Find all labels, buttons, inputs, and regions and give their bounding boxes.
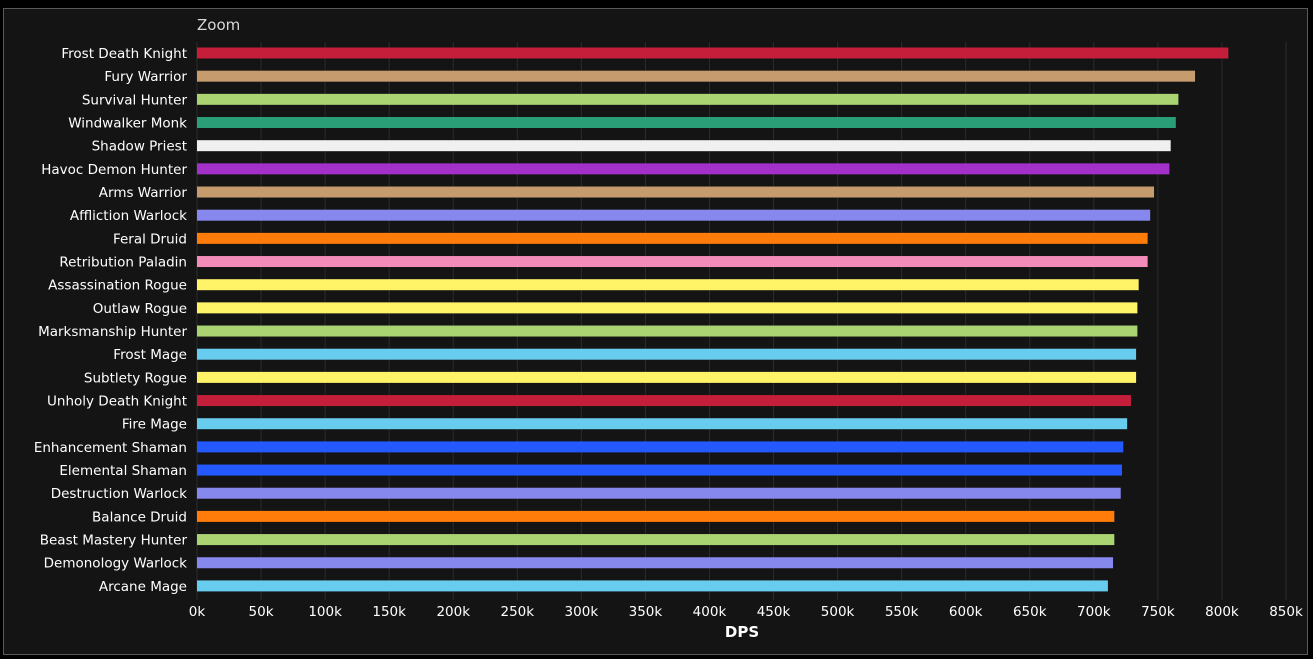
x-tick-label: 300k [565,604,599,620]
bar[interactable] [197,325,1138,337]
category-label: Retribution Paladin [59,255,187,271]
bar[interactable] [197,256,1148,268]
category-label: Elemental Shaman [59,463,187,479]
bar[interactable] [197,117,1176,129]
category-label: Demonology Warlock [44,556,188,572]
category-label: Havoc Demon Hunter [41,162,187,178]
category-label: Feral Druid [113,231,187,247]
category-label: Shadow Priest [92,139,187,155]
category-label: Subtlety Rogue [84,370,187,386]
x-tick-label: 100k [308,604,342,620]
x-tick-label: 250k [500,604,534,620]
bar[interactable] [197,580,1108,592]
bar[interactable] [197,93,1179,105]
x-tick-label: 550k [885,604,919,620]
category-label: Outlaw Rogue [93,301,187,317]
x-tick-labels: 0k 50k 100k 150k 200k 250k 300k 350k 400k 450k 500… [189,604,1303,620]
category-label: Beast Mastery Hunter [40,533,188,549]
bar[interactable] [197,557,1114,569]
x-tick-label: 400k [693,604,727,620]
x-tick-label: 600k [949,604,983,620]
x-tick-label: 200k [436,604,470,620]
x-axis-label: DPS [725,623,759,641]
bar[interactable] [197,209,1151,221]
category-label: Enhancement Shaman [34,440,187,456]
bar[interactable] [197,302,1138,314]
category-label: Fury Warrior [104,69,187,85]
bars [197,47,1229,592]
x-tick-label: 750k [1141,604,1175,620]
bar[interactable] [197,47,1229,59]
zoom-button[interactable]: Zoom [197,16,240,34]
category-label: Arms Warrior [99,185,188,201]
category-label: Destruction Warlock [51,486,187,502]
bar[interactable] [197,510,1115,522]
category-label: Unholy Death Knight [47,394,187,410]
x-tick-label: 450k [757,604,791,620]
bar[interactable] [197,418,1128,430]
category-labels: Frost Death Knight Fury Warrior Survival H… [34,46,188,595]
x-tick-label: 650k [1013,604,1047,620]
bar[interactable] [197,371,1137,383]
category-label: Marksmanship Hunter [38,324,187,340]
x-tick-label: 350k [629,604,663,620]
bar[interactable] [197,232,1148,244]
bar[interactable] [197,140,1171,152]
bar[interactable] [197,186,1155,198]
category-label: Fire Mage [122,417,187,433]
category-label: Frost Death Knight [61,46,187,62]
category-label: Affliction Warlock [70,208,187,224]
x-tick-label: 850k [1269,604,1303,620]
bar[interactable] [197,163,1170,175]
x-tick-label: 700k [1077,604,1111,620]
category-label: Windwalker Monk [68,116,187,132]
bar[interactable] [197,70,1196,82]
bar[interactable] [197,279,1139,291]
bar[interactable] [197,348,1137,360]
x-tick-label: 800k [1205,604,1239,620]
category-label: Arcane Mage [99,579,187,595]
x-tick-label: 50k [249,604,274,620]
x-tick-label: 0k [189,604,206,620]
category-label: Survival Hunter [82,92,188,108]
bar[interactable] [197,487,1121,499]
category-label: Balance Druid [92,509,187,525]
bar[interactable] [197,395,1131,407]
bar[interactable] [197,464,1123,476]
x-tick-label: 150k [372,604,406,620]
category-label: Frost Mage [113,347,187,363]
bar[interactable] [197,441,1124,453]
bar[interactable] [197,534,1115,546]
x-tick-label: 500k [821,604,855,620]
grid-lines [196,42,1287,600]
category-label: Assassination Rogue [48,278,187,294]
